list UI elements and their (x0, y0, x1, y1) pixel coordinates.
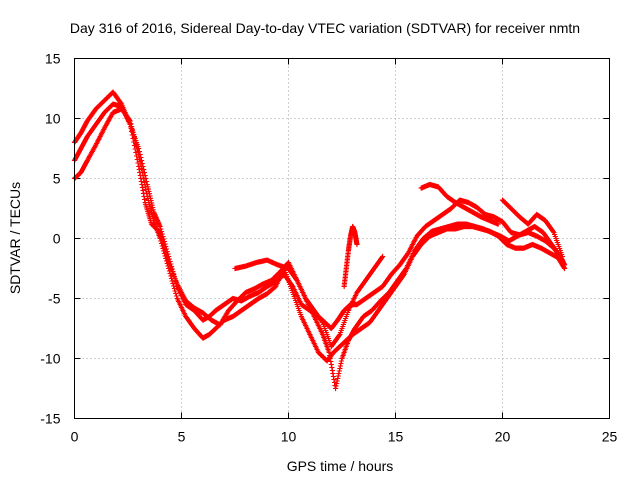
data-point (550, 228, 556, 235)
y-axis-label: SDTVAR / TECUs (7, 182, 23, 294)
x-tick-label: 25 (602, 429, 618, 445)
data-point (161, 242, 167, 248)
data-point (171, 285, 177, 292)
data-point (164, 254, 170, 261)
data-series (499, 197, 566, 260)
y-tick-label: 5 (53, 171, 61, 187)
data-point (561, 262, 568, 268)
axis-ticks: 0 5 10 15 20 25 -15 -10 -5 0 5 10 15 (40, 51, 617, 445)
data-point (131, 139, 137, 145)
data-point (173, 290, 179, 297)
data-point (336, 332, 342, 339)
x-tick-label: 20 (495, 429, 511, 445)
data-point (172, 288, 178, 294)
chart-title: Day 316 of 2016, Sidereal Day-to-day VTE… (70, 20, 580, 36)
data-point (158, 234, 165, 241)
data-point (354, 241, 360, 248)
data-point (162, 247, 168, 253)
y-tick-label: -5 (48, 291, 61, 307)
data-point (163, 252, 170, 258)
data-point (160, 239, 166, 246)
data-point (159, 237, 165, 243)
data-series (71, 101, 568, 392)
data-point (170, 280, 176, 287)
y-tick-label: 10 (45, 111, 61, 127)
y-tick-label: -15 (40, 411, 60, 427)
data-point (133, 149, 139, 156)
data-series (341, 223, 360, 290)
data-series (71, 89, 566, 332)
y-tick-label: 15 (45, 51, 61, 67)
x-tick-label: 15 (388, 429, 404, 445)
data-point (163, 249, 169, 256)
x-tick-label: 0 (71, 429, 79, 445)
data-point (128, 125, 134, 131)
y-tick-label: -10 (40, 351, 60, 367)
x-tick-label: 10 (281, 429, 297, 445)
gridlines (74, 58, 610, 419)
x-axis-label: GPS time / hours (287, 458, 394, 474)
data-point (168, 273, 174, 279)
data-point (165, 257, 171, 263)
data-point (129, 132, 135, 138)
data-point (559, 253, 566, 260)
data-point (135, 160, 141, 166)
data-point (173, 293, 180, 299)
data-point (379, 254, 385, 261)
x-tick-label: 5 (178, 429, 186, 445)
data-point (134, 156, 140, 163)
data-point (132, 146, 138, 152)
data-point (142, 183, 148, 189)
plot-frame (74, 58, 610, 419)
data-point (161, 244, 167, 251)
data-point (380, 253, 386, 260)
data-point (127, 121, 133, 128)
data-point (138, 165, 145, 172)
data-point (156, 229, 162, 235)
data-point (495, 221, 501, 227)
data-point (130, 135, 136, 142)
data-point (128, 128, 135, 135)
data-marks (71, 89, 568, 392)
data-point (131, 142, 138, 149)
data-point (319, 318, 325, 325)
data-point (157, 229, 163, 236)
data-point (133, 153, 140, 159)
data-series (418, 181, 501, 227)
data-point (143, 186, 149, 193)
data-point (158, 232, 164, 238)
y-tick-label: 0 (53, 231, 61, 247)
data-series (232, 253, 386, 350)
